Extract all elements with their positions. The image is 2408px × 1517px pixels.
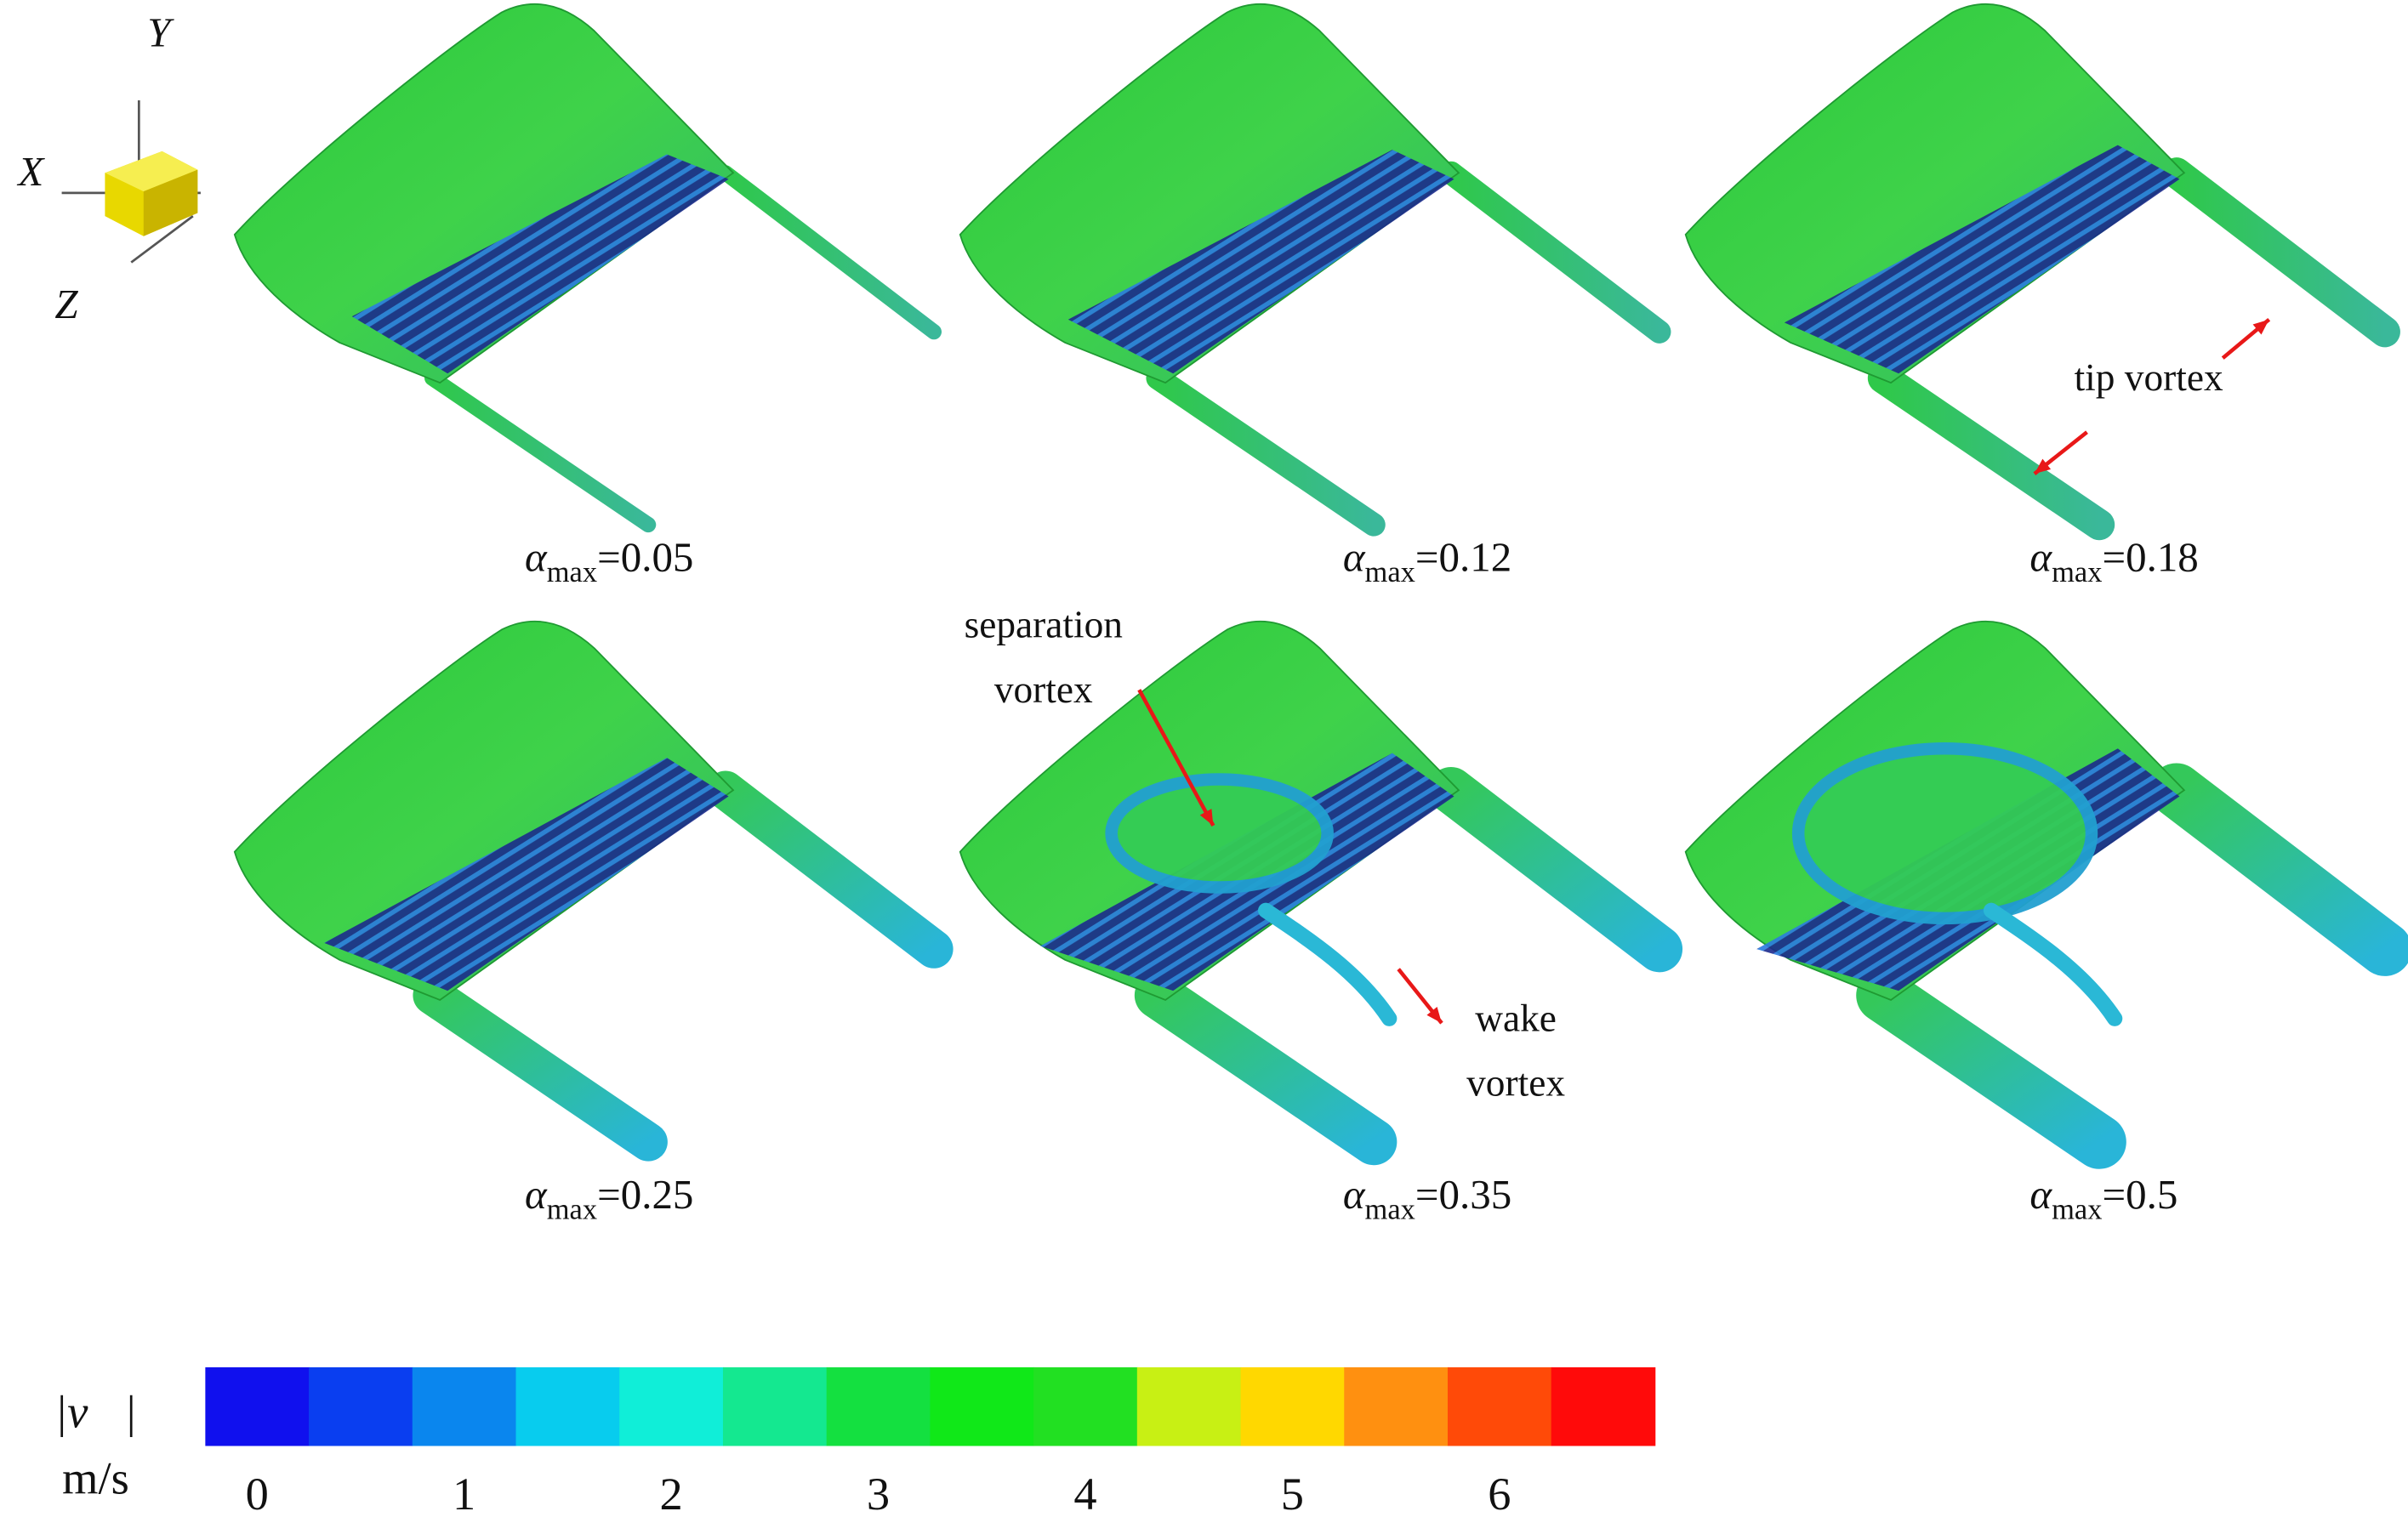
tip-vortex [424,370,657,533]
separated-region [1067,150,1454,374]
separation-vortex [1105,773,1334,894]
label-symbol: α [1343,534,1366,581]
tip-vortex [2160,157,2400,348]
tip-vortex [1427,766,1683,973]
label-symbol: α [525,1171,548,1218]
colorbar-tick-label: 4 [1073,1468,1096,1517]
axis-y-label: Y [147,9,174,55]
label-subscript: max [547,1194,597,1226]
label-symbol: α [2029,1171,2052,1218]
axes-triad: Y X Z [16,9,201,327]
tip-vortex [1867,362,2115,541]
vortex-panel [1684,620,2408,1169]
vortex-panel [233,3,942,533]
panel-label: αmax=0.05 [525,534,693,589]
label-subscript: max [2052,1194,2102,1226]
panel-label: αmax=0.12 [1343,534,1511,589]
label-subscript: max [547,556,597,588]
colorbar-unit: m/s [62,1452,129,1504]
colorbar-tick-label: 5 [1281,1468,1304,1517]
label-subscript: max [1365,556,1415,588]
colorbar-segment [826,1366,931,1446]
arrow-head [1426,1007,1442,1024]
colorbar-segment [1344,1366,1449,1446]
label-value: =0.12 [1415,534,1511,581]
colorbar-segment [1033,1366,1138,1446]
colorbar-segment [1136,1366,1242,1446]
annotation: vortex [994,668,1093,711]
colorbar-segment [205,1366,310,1446]
panel-label: αmax=0.5 [2029,1171,2177,1226]
colorbar-tick-label: 2 [659,1468,682,1517]
label-value: =0.5 [2102,1171,2177,1218]
colorbar-segment [412,1366,517,1446]
label-value: =0.25 [597,1171,693,1218]
annotation-arrow [1137,689,1215,827]
wing-surface [959,3,1460,384]
label-value: =0.35 [1415,1171,1511,1218]
vortex-panel [959,3,1671,537]
axis-x-label: X [16,148,45,195]
tip-vortex [1856,968,2126,1169]
panel-label: αmax=0.35 [1343,1171,1511,1226]
wing-surface [233,3,735,384]
panel-label: αmax=0.18 [2029,534,2198,589]
annotation: wake [1475,997,1557,1039]
wing-surface [233,620,735,1002]
wing-surface [1684,3,2186,384]
arrow-head [2252,319,2269,335]
colorbar-segment [619,1366,724,1446]
label-subscript: max [2052,556,2102,588]
colorbar-segment [722,1366,828,1446]
arrow-head [1199,809,1214,826]
separated-region [1784,145,2180,374]
tip-vortex [1134,972,1398,1166]
annotation: separation [965,604,1123,646]
label-symbol: α [1343,1171,1366,1218]
tip-vortex [1439,161,1671,344]
colorbar-segment [1551,1366,1656,1446]
label-symbol: α [525,534,548,581]
separation-vortex [1791,741,2098,925]
label-value: =0.05 [597,534,693,581]
label-symbol: α [2029,534,2052,581]
tip-vortex [717,165,942,340]
annotation: tip vortex [2075,356,2223,399]
colorbar-title: |v⃗| [54,1386,136,1438]
tip-vortex [706,770,954,969]
label-value: =0.18 [2102,534,2198,581]
colorbar-tick-label: 1 [453,1468,475,1517]
colorbar-segment [1240,1366,1346,1446]
colorbar-tick-label: 6 [1488,1468,1511,1517]
separated-region [324,758,729,991]
arrow-head [2034,458,2052,474]
tip-vortex [413,975,668,1162]
colorbar-segment [309,1366,413,1446]
colorbar-segment [515,1366,621,1446]
panel-label: αmax=0.25 [525,1171,693,1226]
wake-vortex [1258,902,1398,1026]
colorbar-tick-label: 0 [246,1468,269,1517]
vortex-panel [1684,3,2400,541]
vortex-panel [233,620,954,1162]
wake-vortex [1983,902,2123,1026]
tip-vortex [1146,366,1386,537]
tip-vortex [2149,763,2408,976]
colorbar-tick-label: 3 [867,1468,890,1517]
separated-region [351,154,729,374]
annotation: vortex [1466,1062,1565,1105]
label-subscript: max [1365,1194,1415,1226]
axis-z-label: Z [54,281,78,327]
colorbar-segment [1447,1366,1552,1446]
colorbar-segment [930,1366,1035,1446]
